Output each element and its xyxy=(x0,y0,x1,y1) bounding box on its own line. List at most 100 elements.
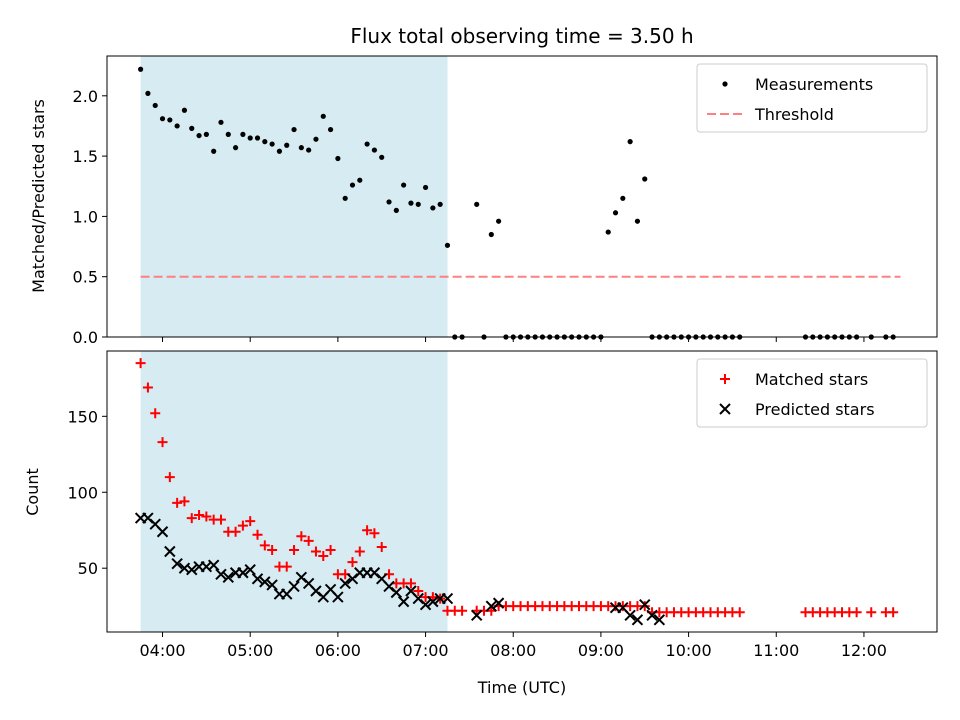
data-point xyxy=(181,107,188,113)
data-point xyxy=(488,231,494,238)
data-point xyxy=(179,496,190,507)
data-point xyxy=(327,126,334,133)
legend-label: Measurements xyxy=(755,75,873,94)
data-point xyxy=(419,598,432,611)
data-point xyxy=(138,66,144,72)
data-point xyxy=(245,516,256,527)
data-point xyxy=(639,598,651,611)
data-point xyxy=(612,210,619,216)
top-legend: Measurements Threshold xyxy=(696,63,928,133)
data-point xyxy=(851,607,862,618)
data-point xyxy=(142,382,153,393)
bottom-plot-frame xyxy=(106,350,938,633)
data-point xyxy=(215,568,227,580)
top-panel: 0.0 0.5 1.0 1.5 2.0 Measurements Threshold xyxy=(73,55,938,347)
y-tick-label: 100 xyxy=(67,483,98,502)
legend-box xyxy=(696,358,928,428)
data-point xyxy=(422,184,429,191)
data-point xyxy=(605,229,611,235)
data-point xyxy=(135,358,146,369)
data-point xyxy=(291,126,297,133)
data-point xyxy=(415,201,421,207)
data-point xyxy=(222,571,234,584)
data-point xyxy=(201,511,212,522)
data-point xyxy=(196,132,202,139)
data-point xyxy=(401,182,407,188)
data-point xyxy=(194,510,205,521)
data-point xyxy=(240,131,246,137)
data-point xyxy=(354,546,365,557)
data-point xyxy=(437,201,443,207)
data-point xyxy=(362,525,373,536)
data-point xyxy=(339,577,351,590)
bottom-y-axis-label: Count xyxy=(23,468,42,516)
data-point xyxy=(376,541,387,552)
bottom-legend: Matched stars Predicted stars xyxy=(696,358,928,428)
data-point xyxy=(207,559,220,571)
data-point xyxy=(474,201,480,207)
data-point xyxy=(164,472,175,483)
legend-key-marker xyxy=(720,374,730,384)
bottom-series-predicted-stars xyxy=(134,512,666,626)
data-point xyxy=(247,135,253,141)
data-point xyxy=(167,117,173,123)
y-tick-label: 50 xyxy=(78,559,98,578)
x-tick-label: 10:00 xyxy=(666,641,712,660)
data-point xyxy=(266,579,278,591)
data-point xyxy=(225,131,231,137)
data-point xyxy=(189,125,195,131)
top-plot-frame xyxy=(106,55,938,338)
data-point xyxy=(203,131,209,137)
data-point xyxy=(237,567,249,579)
legend-label: Predicted stars xyxy=(755,400,875,419)
y-tick-label: 0.5 xyxy=(73,268,98,287)
data-point xyxy=(734,607,745,618)
data-point xyxy=(164,545,176,558)
data-point xyxy=(496,218,502,224)
data-point xyxy=(310,546,321,557)
data-point xyxy=(485,600,498,612)
data-point xyxy=(262,139,268,145)
top-y-axis-label: Matched/Predicted stars xyxy=(29,99,48,293)
data-point xyxy=(211,148,217,154)
bottom-panel: 50 100 150 04:00 05:00 06:00 07:00 08:00 09:00 10… xyxy=(67,350,938,660)
top-shaded-interval xyxy=(140,56,448,337)
data-point xyxy=(159,116,166,122)
data-point xyxy=(457,605,468,616)
x-tick-label: 08:00 xyxy=(490,641,536,660)
y-tick-label: 0.0 xyxy=(73,328,98,347)
data-point xyxy=(215,514,226,525)
data-point xyxy=(150,408,161,419)
legend-box xyxy=(696,63,928,133)
x-tick-label: 07:00 xyxy=(403,641,449,660)
data-point xyxy=(259,576,271,588)
data-point xyxy=(325,544,336,555)
data-point xyxy=(357,177,363,183)
data-point xyxy=(427,595,439,608)
legend-label: Threshold xyxy=(754,105,834,124)
data-point xyxy=(335,155,341,162)
x-tick-label: 11:00 xyxy=(753,641,799,660)
y-tick-label: 1.0 xyxy=(73,207,98,226)
legend-label: Matched stars xyxy=(755,370,868,389)
data-point xyxy=(390,586,403,599)
data-point xyxy=(296,531,307,542)
data-point xyxy=(470,609,483,621)
x-tick-label: 12:00 xyxy=(841,641,887,660)
data-point xyxy=(631,614,644,626)
data-point xyxy=(347,557,358,568)
data-point xyxy=(413,585,424,596)
data-point xyxy=(386,199,392,205)
data-point xyxy=(218,119,224,125)
data-point xyxy=(653,614,666,626)
legend-key-marker xyxy=(719,403,731,415)
data-point xyxy=(405,578,416,589)
data-point xyxy=(172,497,183,508)
data-point xyxy=(364,141,370,147)
data-point xyxy=(251,573,264,585)
data-point xyxy=(232,145,239,151)
data-point xyxy=(620,195,626,201)
data-point xyxy=(171,557,183,570)
bottom-series-matched-stars xyxy=(135,358,899,618)
